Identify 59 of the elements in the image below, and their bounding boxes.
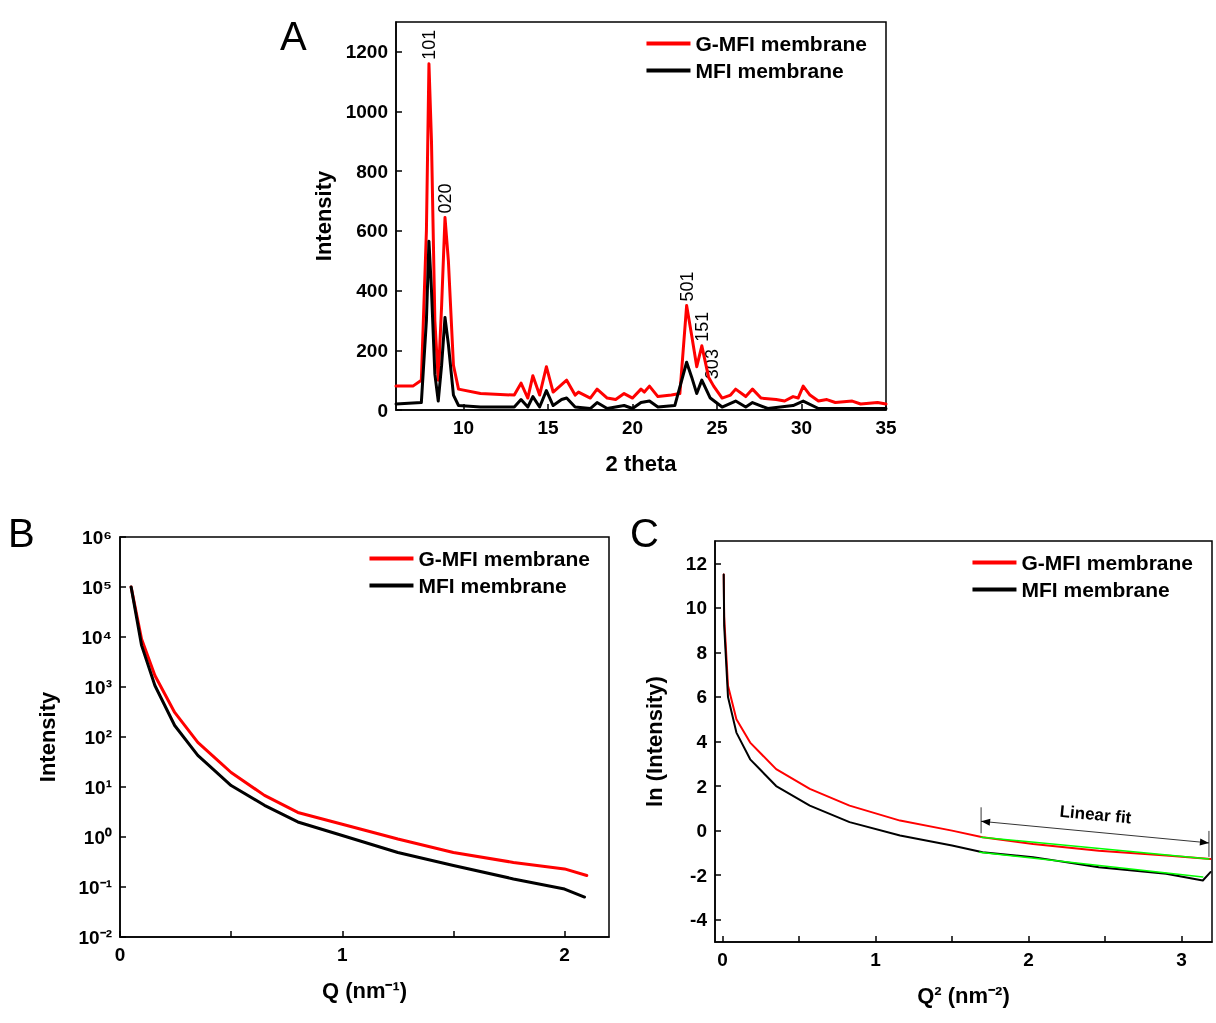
y-tick-label: 10⁻¹ <box>78 876 112 898</box>
y-tick-label: 400 <box>356 280 388 302</box>
x-axis-title: Q (nm⁻¹) <box>321 977 408 1003</box>
annotation: 501 <box>676 271 697 302</box>
y-tick-label: 0 <box>377 399 388 421</box>
y-tick-label: 10⁻² <box>78 926 112 948</box>
text: B <box>8 511 35 555</box>
line-series <box>394 62 888 406</box>
y-tick-label: 10¹ <box>84 776 112 798</box>
x-tick-label: 20 <box>621 417 644 438</box>
y-tick-label: 1200 <box>345 41 388 63</box>
x-axis-title: Q² (nm⁻²) <box>917 982 1010 1008</box>
y-tick-label: 10³ <box>84 676 112 698</box>
y-tick-label: 200 <box>356 339 388 361</box>
text: C <box>630 511 659 555</box>
y-tick-label: 4 <box>696 731 708 752</box>
y-axis-title: ln (Intensity) <box>641 676 667 807</box>
y-tick-label: -4 <box>690 909 708 931</box>
x-tick-label: 2 <box>1023 949 1034 970</box>
x-tick-label: 10 <box>453 417 475 438</box>
legend-label: G-MFI membrane <box>1021 551 1193 574</box>
x-tick-label: 2 <box>559 944 570 965</box>
y-tick-label: -2 <box>690 864 707 886</box>
x-tick-label: 1 <box>336 944 348 965</box>
y-tick-label: 10⁰ <box>83 826 112 848</box>
annotation: 151 <box>691 311 712 342</box>
y-axis-title: Intensity <box>34 691 60 783</box>
x-axis-title: 2 theta <box>605 450 678 476</box>
legend-label: G-MFI membrane <box>695 32 867 55</box>
x-tick-label: 0 <box>114 944 126 965</box>
y-tick-label: 10 <box>685 597 707 619</box>
y-tick-label: 10⁶ <box>82 526 112 548</box>
annotation: Linear fit <box>1058 801 1133 828</box>
text: A <box>280 14 307 58</box>
x-tick-label: 35 <box>875 417 897 438</box>
x-tick-label: 30 <box>790 417 813 438</box>
y-tick-label: 10⁴ <box>81 626 112 648</box>
legend-label: MFI membrane <box>418 574 567 597</box>
y-tick-label: 1000 <box>345 101 388 123</box>
y-tick-label: 10² <box>84 726 112 748</box>
x-tick-label: 25 <box>706 417 729 438</box>
annotation: 020 <box>435 183 455 214</box>
legend-label: MFI membrane <box>695 59 844 82</box>
legend-label: G-MFI membrane <box>418 547 590 570</box>
y-tick-label: 800 <box>356 160 388 182</box>
y-tick-label: 8 <box>696 641 707 663</box>
y-tick-label: 2 <box>696 775 707 797</box>
y-tick-label: 6 <box>696 686 707 708</box>
y-tick-label: 10⁵ <box>81 576 112 598</box>
x-tick-label: 3 <box>1176 949 1187 970</box>
x-tick-label: 1 <box>870 949 882 970</box>
y-tick-label: 600 <box>356 220 388 242</box>
y-tick-label: 0 <box>696 820 707 842</box>
x-tick-label: 0 <box>717 949 728 970</box>
annotation: 101 <box>418 29 439 60</box>
x-tick-label: 15 <box>537 417 560 438</box>
y-tick-label: 12 <box>685 552 707 574</box>
legend-label: MFI membrane <box>1021 578 1170 601</box>
y-axis-title: Intensity <box>311 170 337 262</box>
